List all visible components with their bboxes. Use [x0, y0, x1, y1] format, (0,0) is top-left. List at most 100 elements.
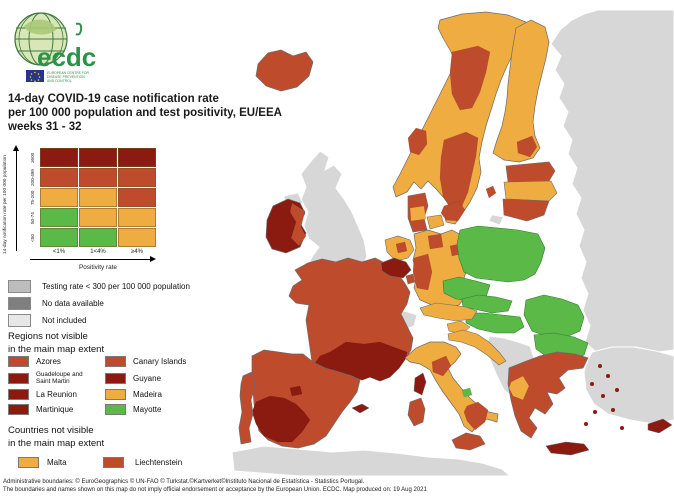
- map-title-line1: 14-day COVID-19 case notification rate: [8, 93, 219, 105]
- map-region-cyprus: [647, 418, 673, 434]
- countries-heading: Countries not visible in the main map ex…: [8, 424, 104, 450]
- map-title-line2: per 100 000 population and test positivi…: [8, 107, 282, 119]
- legend-cell: [40, 228, 78, 247]
- map-region-balearics: [351, 403, 370, 414]
- map-region-south-italy: [463, 401, 489, 431]
- logo-org-line1: EUROPEAN CENTRE FOR: [47, 71, 90, 75]
- legend-cell: [40, 168, 78, 187]
- legend-cell: [40, 148, 78, 167]
- region-label: Guadeloupe and Saint Martin: [36, 371, 83, 385]
- regions-heading-line1: Regions not visible: [8, 331, 88, 342]
- map-region-romania: [523, 294, 585, 338]
- region-swatch-la-reunion: [8, 389, 29, 400]
- legend-item-label: No data available: [42, 299, 104, 308]
- legend-cell: [118, 228, 156, 247]
- eu-flag-icon: [26, 70, 44, 82]
- legend-cell: [118, 168, 156, 187]
- legend-col-labels: <1% 1<4% ≥4%: [40, 249, 156, 255]
- ecdc-logo: ecdc EUROPEAN CENTRE FOR DISEASE PREVENT…: [14, 12, 96, 83]
- region-label: Guyane: [133, 373, 162, 383]
- region-swatch-madeira: [105, 389, 126, 400]
- legend-row-labels: ≥500 200-499 75-200 50-74 <50: [27, 148, 38, 248]
- region-label: Madeira: [133, 390, 162, 399]
- legend-item-testing-rate: Testing rate < 300 per 100 000 populatio…: [8, 280, 190, 293]
- countries-heading-line1: Countries not visible: [8, 425, 94, 436]
- map-region-crete: [545, 441, 590, 456]
- countries-legend-list: Malta Liechtenstein: [18, 457, 225, 468]
- map-region-germany-nw-red: [427, 233, 444, 250]
- region-label: Canary Islands: [133, 357, 187, 366]
- legend-swatch: [8, 297, 31, 310]
- footer-line2: The boundaries and names shown on this m…: [3, 487, 427, 493]
- countries-heading-line2: in the main map extent: [8, 438, 105, 449]
- map-region-iceland: [255, 49, 314, 92]
- legend-col-label: ≥4%: [131, 249, 143, 255]
- map-region-spain-southwest: [251, 395, 311, 443]
- map-region-ireland-east: [289, 202, 307, 247]
- legend-x-axis-title: Positivity rate: [78, 264, 117, 271]
- region-swatch-martinique: [8, 404, 29, 415]
- region-swatch-guyane: [105, 372, 126, 384]
- regions-heading: Regions not visible in the main map exte…: [8, 330, 104, 356]
- map-region-hungary: [465, 312, 525, 334]
- legend-row-label: 75-200: [30, 190, 35, 206]
- legend-cell: [118, 188, 156, 207]
- map-region-nordic-north-red: [449, 45, 491, 111]
- legend-swatch: [8, 280, 31, 293]
- legend-row-label: <50: [30, 234, 35, 242]
- legend-swatch: [8, 314, 31, 327]
- map-region-poland: [456, 225, 546, 283]
- legend-cell: [79, 208, 117, 227]
- map-region-germany-w-red: [412, 253, 433, 291]
- map-region-netherlands-red: [395, 241, 408, 254]
- map-title-line3: weeks 31 - 32: [8, 121, 82, 133]
- region-label: Azores: [36, 357, 61, 366]
- region-label: Martinique: [36, 405, 74, 414]
- map-region-sweden-central-red: [439, 131, 479, 209]
- region-label: Mayotte: [133, 405, 162, 414]
- legend-item-label: Not included: [42, 316, 87, 325]
- map-region-luxembourg: [405, 273, 416, 285]
- legend-cell: [118, 208, 156, 227]
- legend-x-axis-arrowhead: [150, 256, 156, 262]
- legend-x-axis-line: [30, 259, 150, 260]
- map-title: 14-day COVID-19 case notification rate p…: [8, 92, 282, 134]
- map-region-east-europe: [550, 9, 674, 353]
- legend-row-label: 200-499: [30, 169, 35, 187]
- region-swatch-mayotte: [105, 404, 126, 415]
- map-region-madrid: [289, 385, 303, 397]
- map-region-belgium: [380, 257, 412, 279]
- region-swatch-guadeloupe: [8, 372, 29, 384]
- region-label: La Reunion: [36, 390, 77, 399]
- map-region-danish-isles: [426, 214, 445, 230]
- map-region-finland: [492, 19, 550, 163]
- regions-heading-line2: in the main map extent: [8, 344, 105, 355]
- region-swatch-azores: [8, 356, 29, 367]
- map-footer: Administrative boundaries: © EuroGeograp…: [3, 478, 427, 494]
- legend-y-axis-title: 14-day notification rate per 100 000 pop…: [3, 155, 8, 254]
- map-region-estonia: [505, 161, 556, 183]
- region-swatch-canary-islands: [105, 356, 126, 367]
- country-label: Malta: [47, 458, 67, 467]
- map-region-latvia: [503, 180, 558, 202]
- legend-cell: [79, 168, 117, 187]
- legend-matrix: [40, 148, 156, 247]
- map-region-aegean-islands: [584, 364, 624, 430]
- map-region-gotland: [485, 185, 497, 199]
- logo-org-line2: DISEASE PREVENTION: [47, 75, 85, 79]
- map-region-tuscany: [431, 355, 452, 377]
- map-region-finland-se-red: [516, 135, 538, 158]
- map-region-turkey: [583, 346, 674, 425]
- country-label: Liechtenstein: [135, 458, 183, 467]
- map-region-sicily: [451, 432, 486, 451]
- logo-org-line3: AND CONTROL: [47, 79, 72, 83]
- footer-line1: Administrative boundaries: © EuroGeograp…: [3, 479, 365, 485]
- legend-col-label: <1%: [52, 249, 66, 255]
- legend-cell: [79, 228, 117, 247]
- map-region-greece: [507, 351, 589, 439]
- map-region-croatia: [447, 329, 507, 366]
- map-region-denmark-jutland-mid: [409, 205, 427, 222]
- country-swatch-liechtenstein: [103, 457, 124, 468]
